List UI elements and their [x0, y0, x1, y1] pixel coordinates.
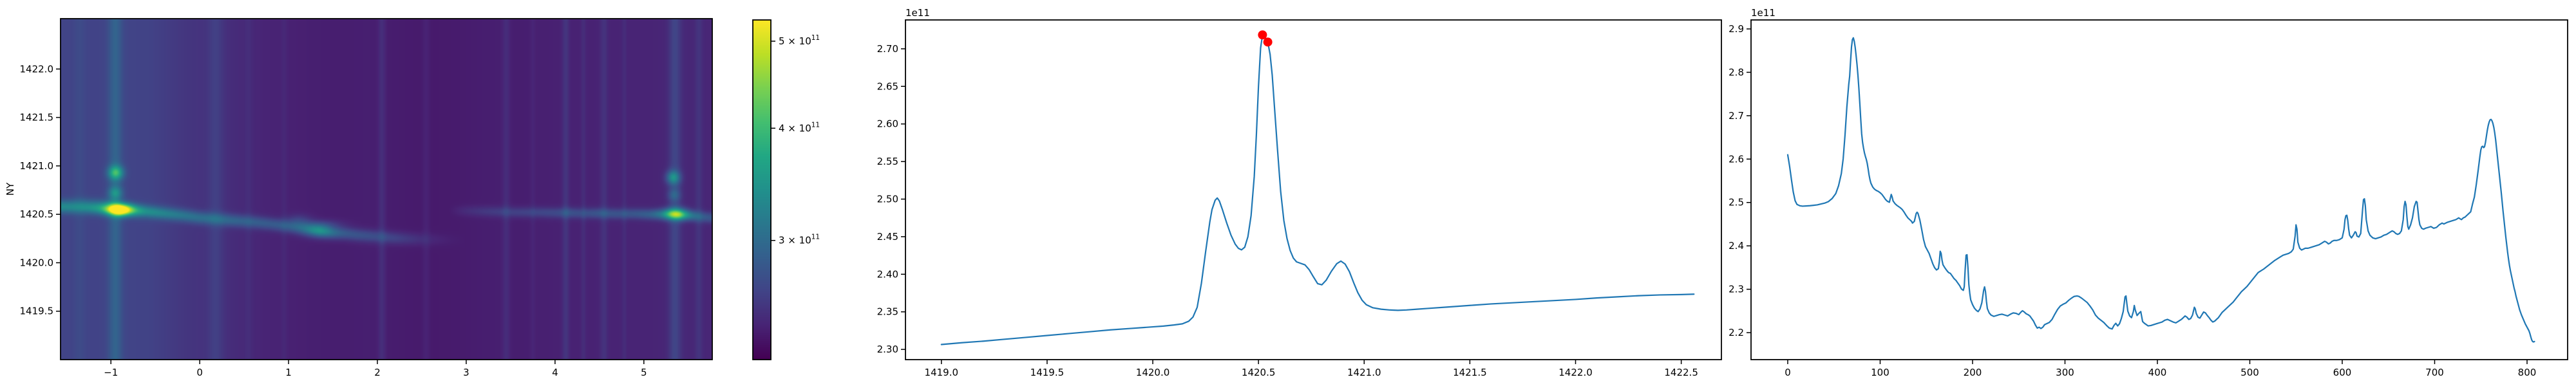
- heatmap-y-tick-label: 1422.0: [20, 63, 54, 75]
- heatmap-x-tick-label: 4: [552, 367, 558, 378]
- heatmap-y-tick-label: 1421.0: [20, 160, 54, 172]
- colorbar-gradient: [753, 20, 771, 360]
- timeseries-frame: [1750, 19, 2568, 360]
- spectrum-curve: [940, 34, 1695, 345]
- spectrum-y-tick-label: 2.40: [877, 268, 898, 280]
- heatmap-y-tick-label: 1419.5: [20, 306, 54, 317]
- timeseries-y-tick-label: 2.5: [1728, 197, 1744, 208]
- timeseries-x-tick-label: 600: [2333, 367, 2352, 378]
- spectrum-offset-label: 1e11: [905, 7, 930, 19]
- spectrum-x-tick-label: 1419.5: [1030, 367, 1065, 378]
- timeseries-y-tick-label: 2.9: [1728, 23, 1744, 35]
- spectrum-peak-marker: [1258, 30, 1267, 40]
- spectrum-y-tick-label: 2.35: [877, 306, 898, 318]
- timeseries-y-tick-label: 2.4: [1728, 240, 1744, 252]
- timeseries-x-tick-label: 300: [2056, 367, 2074, 378]
- colorbar-tick-label: 4 × 1011: [779, 121, 820, 134]
- heatmap-x-tick-label: 3: [463, 367, 469, 378]
- timeseries-x-tick-label: 500: [2240, 367, 2259, 378]
- spectrum-x-tick-label: 1422.0: [1558, 367, 1593, 378]
- spectrum-y-tick-label: 2.45: [877, 231, 898, 243]
- colorbar-tick-label: 5 × 1011: [779, 34, 820, 47]
- heatmap-y-tick-label: 1421.5: [20, 112, 54, 124]
- heatmap-x-tick-label: 1: [285, 367, 292, 378]
- spectrum-y-tick-label: 2.30: [877, 344, 898, 355]
- spectrum-x-tick-label: 1422.5: [1664, 367, 1698, 378]
- spectrum-peak-marker: [1263, 37, 1273, 47]
- timeseries-y-tick-label: 2.2: [1728, 327, 1744, 338]
- heatmap-x-tick-label: 2: [374, 367, 381, 378]
- heatmap-y-tick-label: 1420.5: [20, 208, 54, 220]
- heatmap-x-tick-label: −1: [104, 367, 118, 378]
- spectrum-y-tick-label: 2.70: [877, 43, 898, 55]
- timeseries-y-tick-label: 2.6: [1728, 153, 1744, 165]
- heatmap-y-tick-label: 1420.0: [20, 257, 54, 268]
- timeseries-curve: [1786, 37, 2535, 343]
- timeseries-x-tick-label: 800: [2518, 367, 2537, 378]
- timeseries-x-tick-label: 200: [1964, 367, 1982, 378]
- heatmap-image: [61, 19, 712, 360]
- spectrum-x-tick-label: 1420.0: [1136, 367, 1170, 378]
- heatmap-frame: [60, 18, 713, 360]
- timeseries-y-tick-label: 2.8: [1728, 66, 1744, 78]
- spectrum-y-tick-label: 2.60: [877, 118, 898, 130]
- spectrum-frame: [905, 19, 1722, 360]
- spectrum-y-tick-label: 2.55: [877, 156, 898, 167]
- timeseries-y-tick-label: 2.3: [1728, 284, 1744, 295]
- timeseries-x-tick-label: 400: [2148, 367, 2167, 378]
- spectrum-y-tick-label: 2.50: [877, 193, 898, 205]
- timeseries-x-tick-label: 0: [1785, 367, 1791, 378]
- generated-axes-layer: 5 × 1011 4 × 1011 3 × 1011 −1 0 1 2 3 4 5 1419.5 14…: [20, 18, 2568, 378]
- timeseries-y-tick-label: 2.7: [1728, 110, 1744, 122]
- colorbar-tick-label: 3 × 1011: [779, 234, 820, 246]
- colorbar-frame: [752, 19, 772, 360]
- timeseries-offset-label: 1e11: [1751, 7, 1776, 19]
- heatmap-y-axis-label: NY: [5, 182, 16, 196]
- heatmap-x-tick-label: 5: [641, 367, 647, 378]
- spectrum-x-tick-label: 1419.0: [925, 367, 959, 378]
- spectrum-x-tick-label: 1421.0: [1347, 367, 1381, 378]
- heatmap-x-tick-label: 0: [196, 367, 203, 378]
- timeseries-x-tick-label: 100: [1871, 367, 1889, 378]
- timeseries-x-tick-label: 700: [2425, 367, 2444, 378]
- spectrum-x-tick-label: 1420.5: [1242, 367, 1276, 378]
- spectrum-x-tick-label: 1421.5: [1453, 367, 1487, 378]
- spectrum-y-tick-label: 2.65: [877, 80, 898, 92]
